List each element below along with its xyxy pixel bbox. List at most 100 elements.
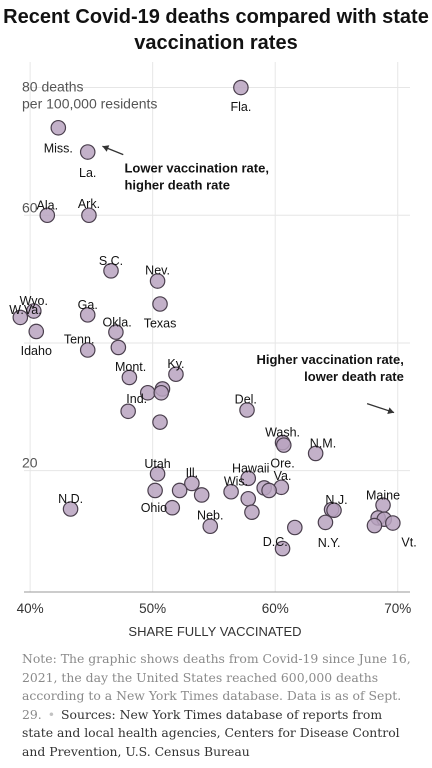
state-label: Del. [235,393,257,407]
data-point [153,384,170,401]
state-label: Nev. [145,264,170,278]
state-label: Vt. [401,536,416,550]
state-label: Maine [366,488,400,502]
data-point [261,482,277,499]
data-point [223,483,239,500]
state-label: Okla. [103,315,132,329]
state-label: Wis. [224,474,248,488]
data-point [103,263,119,279]
state-label: La. [79,166,96,180]
y-top-label-line: per 100,000 residents [22,96,157,112]
state-label: W.Va. [9,303,41,317]
data-point [26,303,42,319]
data-point [233,79,249,96]
data-point [50,119,67,136]
data-point [366,517,383,534]
state-label: Fla. [230,100,251,114]
state-label: Ky. [167,357,184,371]
state-label: Va. [274,469,292,483]
data-point [240,490,257,507]
state-label: Ore. [270,456,294,470]
data-point [39,207,56,224]
chart-title: Recent Covid-19 deaths compared with sta… [3,6,429,54]
data-point [239,402,255,418]
data-point [79,342,96,358]
state-label: Ind. [126,392,147,406]
state-label: Idaho [21,344,52,358]
y-tick-label: 20 [22,455,38,471]
state-label: Neb. [197,509,223,523]
data-point [164,499,181,516]
state-label: Wash. [265,426,300,440]
data-point [149,466,166,482]
state-label: Utah [144,457,170,471]
state-label: Ga. [78,298,98,312]
data-point [193,487,210,503]
data-point [274,540,291,557]
note: Note: The graphic shows deaths from Covi… [22,650,414,761]
data-point [307,445,324,462]
annotation-text: Lower vaccination rate, [124,160,269,175]
state-label: Ohio [141,501,167,515]
x-tick-label: 70% [384,601,411,616]
state-label: Tenn. [64,332,95,346]
data-point [149,273,166,289]
data-point [168,366,184,383]
state-label: Miss. [44,142,73,156]
state-label: N.M. [310,437,336,451]
state-label: Hawaii [232,461,270,475]
state-label: N.D. [58,492,83,506]
state-label: Ark. [78,197,100,211]
data-point [184,475,200,492]
state-label: Texas [144,317,177,331]
data-point [152,414,168,430]
annotation-arrow-head [387,407,395,414]
data-point [171,482,188,499]
data-point [28,323,45,340]
data-point [202,518,219,535]
annotation-text: lower death rate [304,369,404,384]
annotations: Lower vaccination rate, higher death rate… [102,145,404,414]
data-point [79,144,96,160]
annotation-arrow-head [102,145,110,152]
data-points [12,79,401,557]
data-point [244,504,260,520]
state-label: S.C. [99,254,123,268]
data-point [287,519,303,536]
data-point [12,309,29,326]
data-point [152,296,168,312]
data-point [385,515,401,531]
data-point [120,403,136,420]
x-tick-label: 50% [139,601,166,616]
state-label: Wyo. [20,294,48,308]
data-point [79,307,96,323]
data-point [147,482,163,499]
data-point [81,207,97,224]
x-tick-label: 40% [17,601,44,616]
state-label: N.Y. [318,536,341,550]
x-axis-label: SHARE FULLY VACCINATED [128,624,301,639]
data-point [110,339,127,356]
data-point [62,501,79,517]
y-tick-label: 60 [22,199,38,215]
data-point [108,324,124,340]
data-point [317,514,334,531]
annotation-text: Higher vaccination rate, [256,352,403,367]
state-label: Ala. [37,198,59,212]
x-tick-label: 60% [262,601,289,616]
sources-text: Sources: New York Times database of repo… [22,706,400,759]
x-axis: 40% 50% 60% 70% SHARE FULLY VACCINATED [17,591,411,639]
state-label: Mont. [115,360,146,374]
state-label: D.C. [263,535,288,549]
data-point [121,369,138,386]
separator-dot: • [47,706,56,722]
state-label: Ill. [186,466,199,480]
state-label: N.J. [325,493,347,507]
y-top-label-line: 80 deaths [22,79,84,95]
note-text: Note: The graphic shows deaths from Covi… [22,651,411,722]
data-point [326,502,342,519]
data-point [275,437,292,453]
annotation-text: higher death rate [124,177,229,192]
